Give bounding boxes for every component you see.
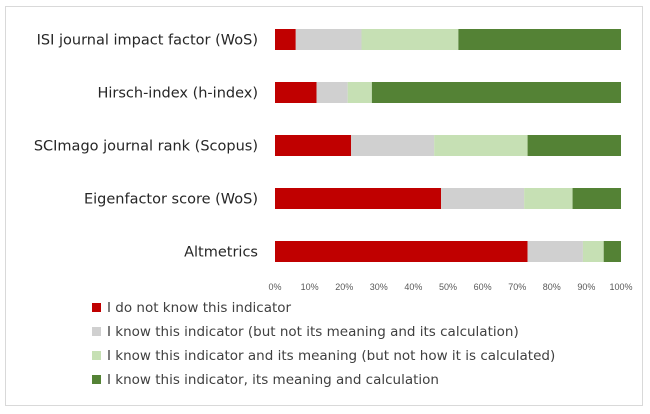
bar-segment-1-1 [275, 29, 296, 50]
bar-segment-3-4 [527, 135, 621, 156]
bar-segment-5-3 [582, 241, 604, 262]
legend-label: I know this indicator, its meaning and c… [107, 372, 439, 388]
bar-segment-4-4 [572, 188, 621, 209]
bar-segment-3-1 [275, 135, 352, 156]
category-label: SCImago journal rank (Scopus) [34, 139, 258, 155]
legend-item: I do not know this indicator [92, 296, 555, 320]
category-label: Hirsch-index (h-index) [97, 86, 258, 102]
bar-segment-5-2 [527, 241, 583, 262]
legend-swatch [92, 303, 101, 312]
category-label: ISI journal impact factor (WoS) [37, 33, 258, 49]
x-tick-label: 0% [268, 282, 281, 292]
x-tick-label: 20% [335, 282, 353, 292]
legend-label: I know this indicator (but not its meani… [107, 324, 519, 340]
x-tick-label: 100% [609, 282, 632, 292]
bar-segment-4-2 [441, 188, 525, 209]
legend-swatch [92, 351, 101, 360]
bar-segment-5-4 [603, 241, 621, 262]
bar-segment-2-3 [347, 82, 372, 103]
x-tick-label: 10% [301, 282, 319, 292]
legend-swatch [92, 327, 101, 336]
bar-segment-5-1 [275, 241, 528, 262]
bar-segment-2-1 [275, 82, 317, 103]
legend-label: I do not know this indicator [107, 300, 292, 316]
legend-label: I know this indicator and its meaning (b… [107, 348, 556, 364]
x-tick-label: 30% [370, 282, 388, 292]
legend-item: I know this indicator, its meaning and c… [92, 368, 555, 392]
bar-segment-3-3 [434, 135, 528, 156]
bar-segment-4-3 [524, 188, 573, 209]
bar-segment-3-2 [351, 135, 435, 156]
x-tick-label: 70% [508, 282, 526, 292]
legend-swatch [92, 375, 101, 384]
bar-segment-1-4 [458, 29, 621, 50]
legend: I do not know this indicator I know this … [92, 296, 555, 392]
bar-segment-1-2 [295, 29, 362, 50]
bar-segment-4-1 [275, 188, 442, 209]
bar-segment-1-3 [361, 29, 459, 50]
x-tick-label: 50% [439, 282, 457, 292]
category-label: Altmetrics [184, 245, 258, 261]
x-tick-label: 90% [577, 282, 595, 292]
category-label: Eigenfactor score (WoS) [84, 192, 258, 208]
x-tick-label: 80% [543, 282, 561, 292]
legend-item: I know this indicator and its meaning (b… [92, 344, 555, 368]
legend-item: I know this indicator (but not its meani… [92, 320, 555, 344]
x-tick-label: 60% [474, 282, 492, 292]
bar-segment-2-4 [371, 82, 621, 103]
x-axis-ticks: 0% 10% 20% 30% 40% 50% 60% 70% 80% 90% 100% [268, 282, 632, 292]
x-tick-label: 40% [404, 282, 422, 292]
bars-group [275, 29, 621, 262]
bar-segment-2-2 [316, 82, 348, 103]
category-labels: ISI journal impact factor (WoS) Hirsch-in… [34, 33, 258, 261]
